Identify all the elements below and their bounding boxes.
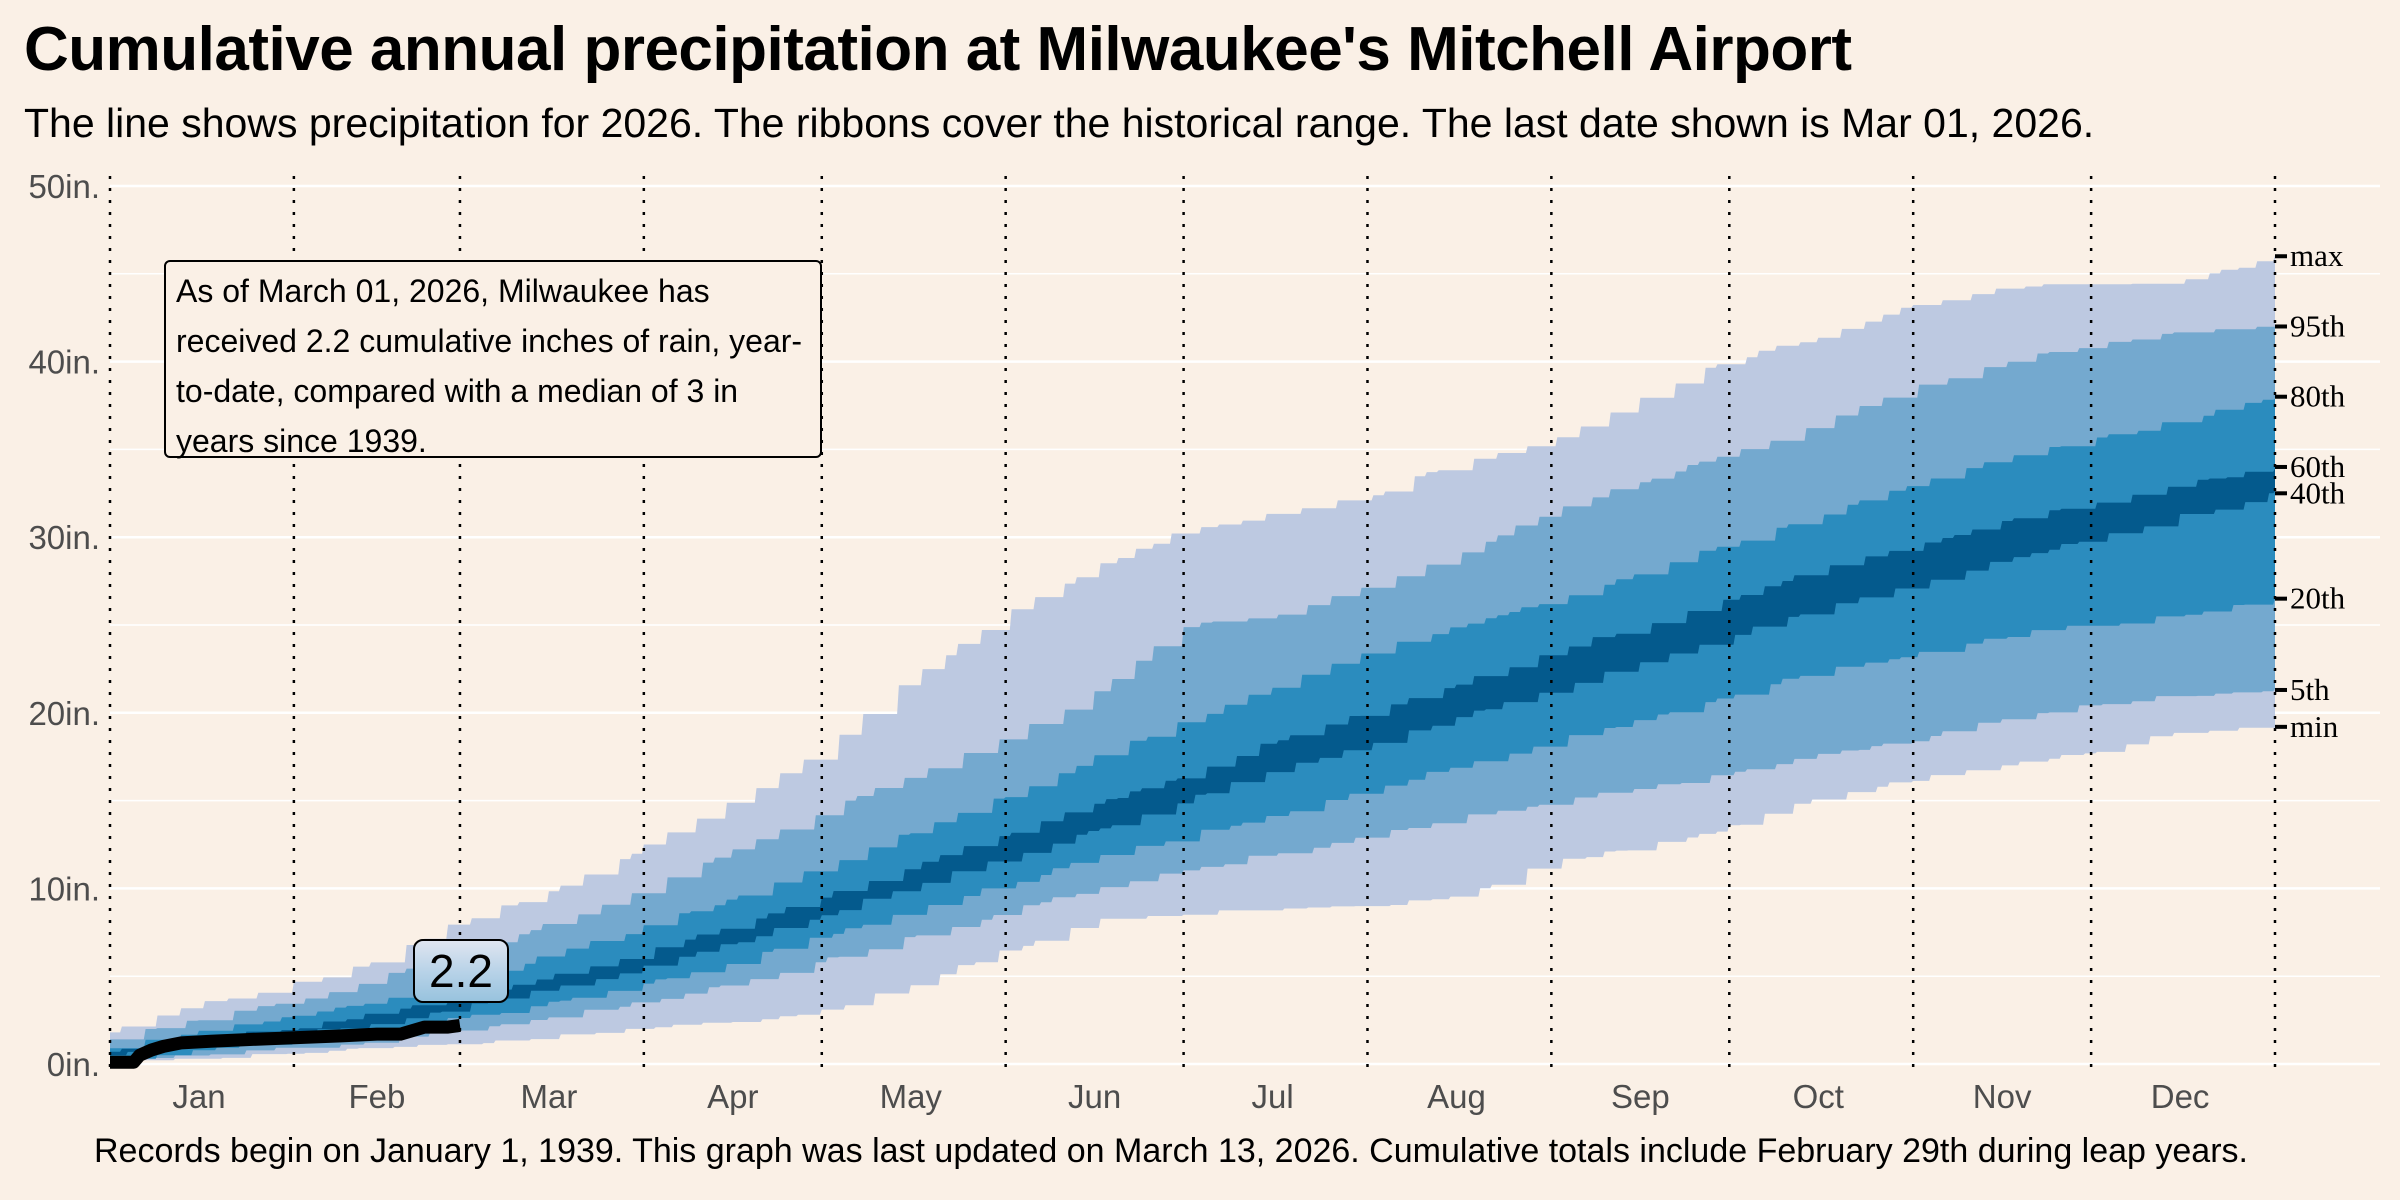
y-tick-label: 20in. [28,695,100,732]
percentile-label-60th: 60th [2290,449,2346,484]
y-tick-label: 50in. [28,168,100,205]
x-tick-label: Feb [348,1078,405,1115]
x-tick-label: Oct [1793,1078,1844,1115]
percentile-label-95th: 95th [2290,308,2346,343]
x-tick-label: Aug [1427,1078,1486,1115]
y-tick-label: 0in. [47,1046,100,1083]
ribbon-5th-95th [110,326,2275,1061]
y-tick-label: 10in. [28,870,100,907]
x-tick-label: Jun [1068,1078,1121,1115]
percentile-label-20th: 20th [2290,581,2346,616]
current-year-line-group [110,1018,461,1069]
x-tick-label: May [880,1078,943,1115]
x-tick-label: Jul [1251,1078,1293,1115]
y-tick-label: 40in. [28,344,100,381]
current-year-line [110,1018,461,1069]
x-axis-ticks: Jan Feb Mar Apr May Jun Jul Aug Sep Oct Nov Dec [172,1078,2209,1115]
percentile-label-40th: 40th [2290,475,2346,510]
ribbon-40th-60th [110,467,2275,1056]
x-tick-label: Nov [1973,1078,2032,1115]
chart-subtitle: The line shows precipitation for 2026. T… [24,100,2095,146]
chart-caption: Records begin on January 1, 1939. This g… [94,1132,2248,1170]
percentile-label-5th: 5th [2290,672,2330,707]
x-tick-label: Jan [172,1078,225,1115]
percentile-label-max: max [2290,238,2344,273]
ribbon-20th-80th [110,396,2275,1059]
current-value-label: 2.2 [413,939,509,1003]
percentile-label-80th: 80th [2290,379,2346,414]
y-axis-ticks: 0in. 10in. 20in. 30in. 40in. 50in. [28,168,100,1083]
y-tick-label: 30in. [28,519,100,556]
percentile-ribbons [110,255,2275,1065]
percentile-label-min: min [2290,709,2339,744]
x-tick-label: Dec [2151,1078,2210,1115]
summary-annotation: As of March 01, 2026, Milwaukee has rece… [164,260,822,459]
x-tick-label: Mar [521,1078,578,1115]
x-tick-label: Sep [1611,1078,1670,1115]
chart-title: Cumulative annual precipitation at Milwa… [24,15,1852,84]
x-tick-label: Apr [707,1078,758,1115]
